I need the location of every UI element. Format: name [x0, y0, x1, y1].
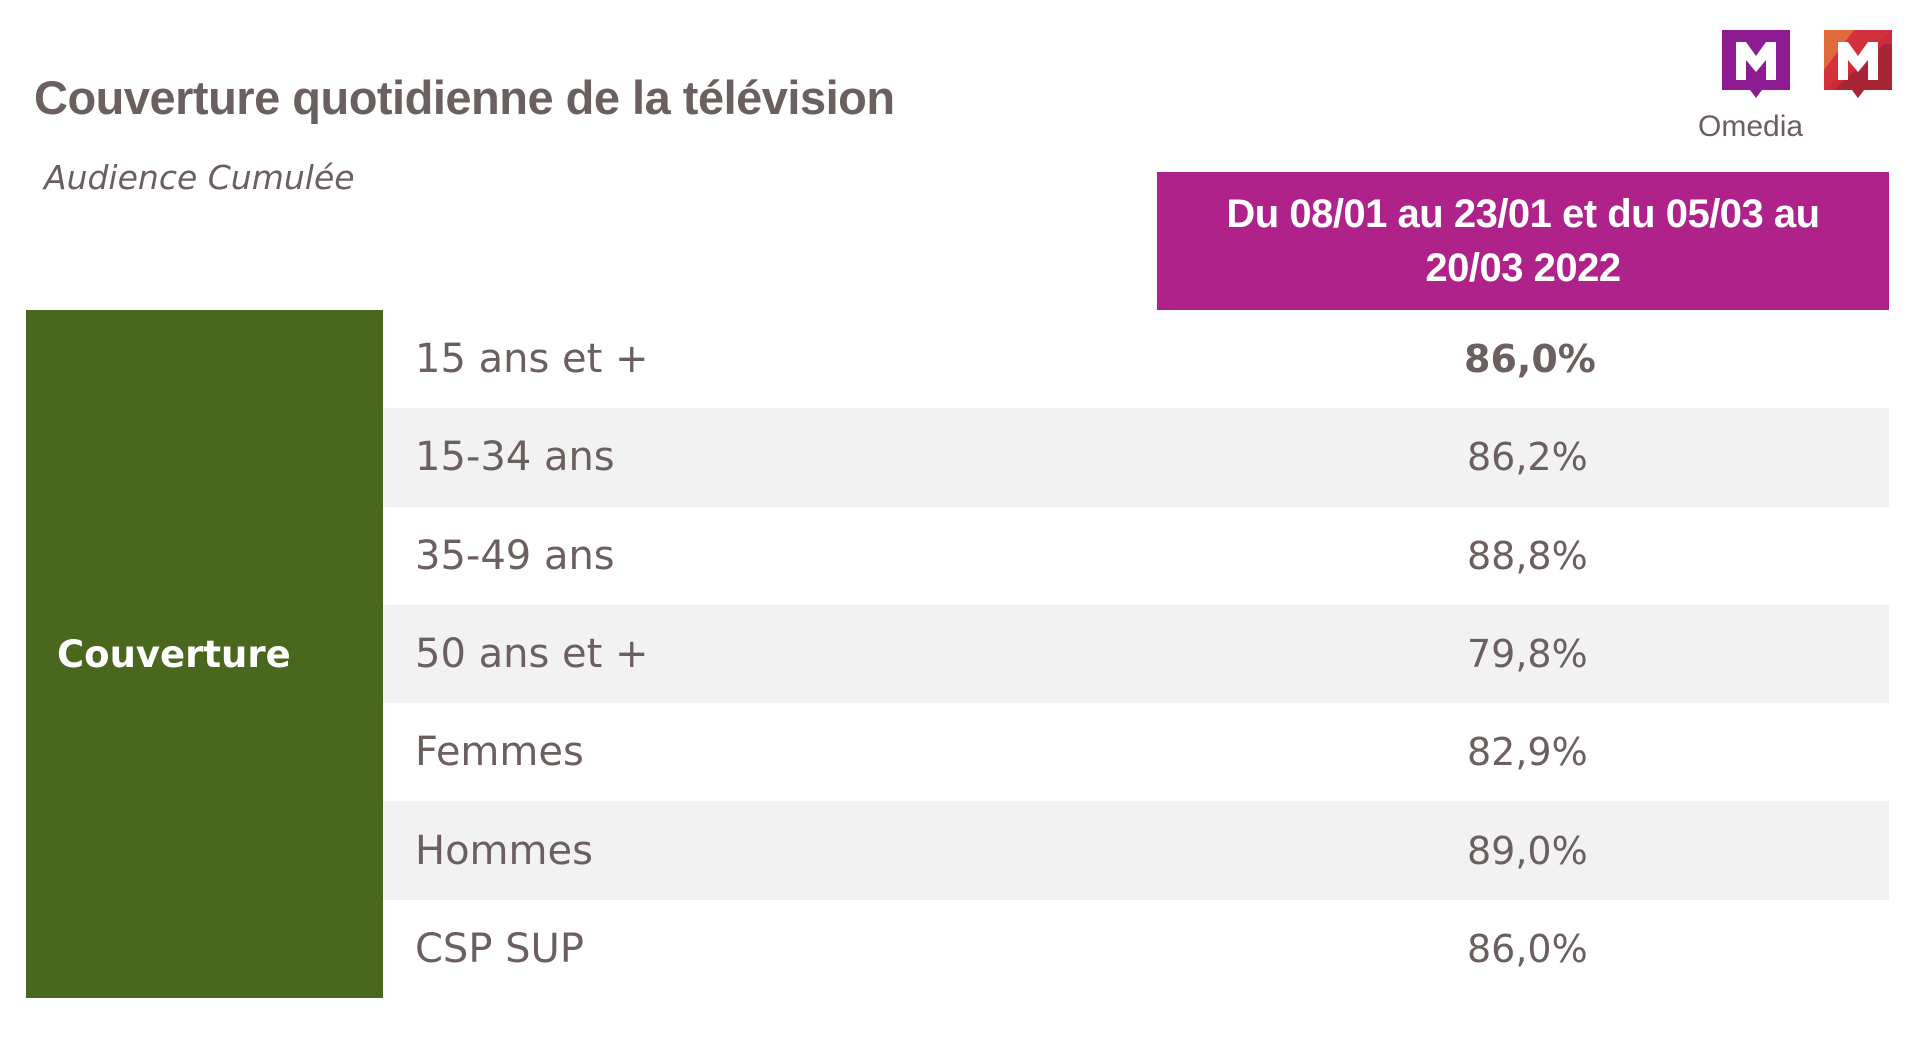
table-row: 15 ans et + 86,0%	[383, 310, 1889, 408]
table-row: 35-49 ans 88,8%	[383, 507, 1889, 605]
table-row: 15-34 ans 86,2%	[383, 408, 1889, 507]
row-value: 86,0%	[1467, 926, 1588, 971]
table-row: 50 ans et + 79,8%	[383, 604, 1889, 704]
row-value: 82,9%	[1467, 730, 1588, 775]
table-row: Femmes 82,9%	[383, 703, 1889, 801]
row-label: Femmes	[415, 729, 584, 776]
period-header-text: Du 08/01 au 23/01 et du 05/03 au 20/03 2…	[1226, 192, 1820, 290]
row-label: 35-49 ans	[415, 532, 615, 579]
row-value: 89,0%	[1467, 828, 1588, 873]
row-label: 50 ans et +	[415, 631, 649, 678]
page-subtitle: Audience Cumulée	[44, 158, 355, 197]
omedia-logos: Omedia	[1690, 26, 1910, 146]
data-table: 15 ans et + 86,0% 15-34 ans 86,2% 35-49 …	[383, 310, 1889, 998]
row-label: Hommes	[415, 827, 593, 874]
row-value: 88,8%	[1467, 533, 1588, 578]
row-label: CSP SUP	[415, 925, 584, 972]
row-value: 79,8%	[1467, 632, 1588, 677]
period-column-header: Du 08/01 au 23/01 et du 05/03 au 20/03 2…	[1157, 172, 1889, 310]
row-label: 15 ans et +	[415, 336, 649, 383]
omedia-purple-m-logo-icon	[1722, 30, 1790, 98]
omedia-orange-m-logo-icon	[1824, 30, 1892, 98]
group-label-cell: Couverture	[26, 310, 383, 998]
row-label: 15-34 ans	[415, 434, 615, 481]
omedia-brand-text: Omedia	[1698, 110, 1804, 143]
table-row: Hommes 89,0%	[383, 801, 1889, 900]
group-label-text: Couverture	[57, 632, 291, 676]
page-title: Couverture quotidienne de la télévision	[34, 71, 895, 124]
row-value: 86,0%	[1464, 337, 1596, 382]
row-value: 86,2%	[1467, 435, 1588, 480]
table-row: CSP SUP 86,0%	[383, 900, 1889, 998]
